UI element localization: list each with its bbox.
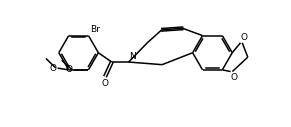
Text: O: O [66, 65, 73, 74]
Text: O: O [231, 73, 238, 82]
Text: N: N [129, 52, 136, 61]
Text: O: O [241, 33, 248, 42]
Text: O: O [102, 79, 109, 88]
Text: Br: Br [90, 25, 100, 34]
Text: O: O [49, 64, 56, 73]
